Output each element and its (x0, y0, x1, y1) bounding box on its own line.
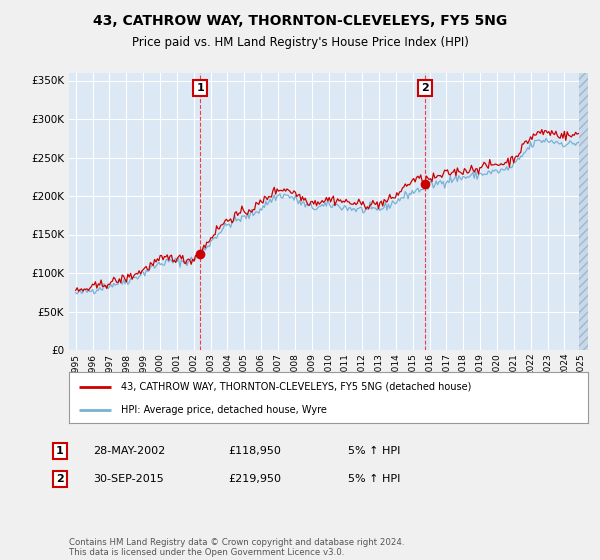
Text: 28-MAY-2002: 28-MAY-2002 (93, 446, 165, 456)
Text: 43, CATHROW WAY, THORNTON-CLEVELEYS, FY5 5NG (detached house): 43, CATHROW WAY, THORNTON-CLEVELEYS, FY5… (121, 381, 471, 391)
Text: 43, CATHROW WAY, THORNTON-CLEVELEYS, FY5 5NG: 43, CATHROW WAY, THORNTON-CLEVELEYS, FY5… (93, 14, 507, 28)
Text: 2: 2 (56, 474, 64, 484)
Text: 5% ↑ HPI: 5% ↑ HPI (348, 474, 400, 484)
Text: £219,950: £219,950 (228, 474, 281, 484)
Text: 30-SEP-2015: 30-SEP-2015 (93, 474, 164, 484)
Text: 2: 2 (422, 83, 429, 93)
Text: 1: 1 (196, 83, 204, 93)
Text: 1: 1 (56, 446, 64, 456)
Text: 5% ↑ HPI: 5% ↑ HPI (348, 446, 400, 456)
Text: Contains HM Land Registry data © Crown copyright and database right 2024.
This d: Contains HM Land Registry data © Crown c… (69, 538, 404, 557)
Text: £118,950: £118,950 (228, 446, 281, 456)
Text: Price paid vs. HM Land Registry's House Price Index (HPI): Price paid vs. HM Land Registry's House … (131, 36, 469, 49)
Text: HPI: Average price, detached house, Wyre: HPI: Average price, detached house, Wyre (121, 405, 327, 415)
